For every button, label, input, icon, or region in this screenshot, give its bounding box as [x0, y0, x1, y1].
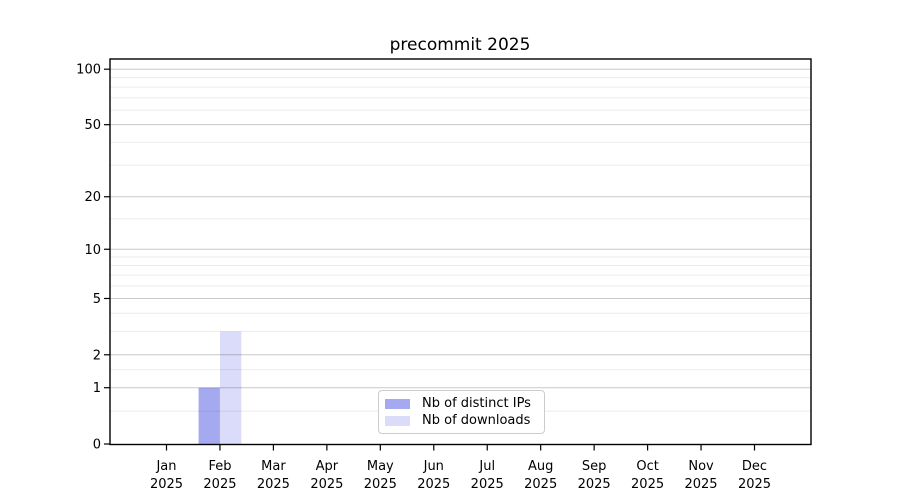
x-tick-label-year: 2025 — [684, 477, 717, 492]
legend-swatch-downloads — [385, 415, 410, 426]
x-tick-label-year: 2025 — [631, 477, 664, 492]
bar-feb-series0 — [198, 387, 220, 445]
axes-frame — [109, 58, 812, 446]
x-tick-label-year: 2025 — [417, 477, 450, 492]
x-tick-label-month: Dec — [742, 459, 767, 474]
y-tick-label: 2 — [93, 348, 101, 363]
legend-label-distinct-ips: Nb of distinct IPs — [422, 396, 531, 411]
y-tick-label: 5 — [93, 292, 101, 307]
x-tick-label-year: 2025 — [471, 477, 504, 492]
x-tick-label-year: 2025 — [524, 477, 557, 492]
x-tick-label-year: 2025 — [364, 477, 397, 492]
y-tick-label: 0 — [93, 438, 101, 453]
y-tick-label: 100 — [76, 63, 101, 78]
x-tick-label-year: 2025 — [738, 477, 771, 492]
x-tick-label-month: Apr — [316, 459, 339, 474]
x-tick-label-year: 2025 — [578, 477, 611, 492]
y-tick-label: 10 — [84, 243, 101, 258]
y-tick-label: 1 — [93, 381, 101, 396]
x-tick-label-year: 2025 — [150, 477, 183, 492]
x-tick-label-year: 2025 — [203, 477, 236, 492]
legend-item-downloads: Nb of downloads — [385, 412, 536, 429]
x-tick-label-year: 2025 — [257, 477, 290, 492]
x-tick-label-month: Sep — [582, 459, 607, 474]
x-tick-label-month: May — [367, 459, 394, 474]
chart-title: precommit 2025 — [389, 35, 531, 55]
x-tick-label-month: Aug — [528, 459, 553, 474]
legend-swatch-distinct-ips — [385, 398, 410, 409]
legend: Nb of distinct IPs Nb of downloads — [378, 390, 545, 434]
y-tick-label: 20 — [84, 190, 101, 205]
x-tick-label-month: Feb — [208, 459, 231, 474]
bar-feb-series1 — [219, 331, 242, 445]
x-tick-label-year: 2025 — [310, 477, 343, 492]
legend-item-distinct-ips: Nb of distinct IPs — [385, 395, 536, 412]
x-tick-label-month: Jan — [155, 459, 176, 474]
x-tick-label-month: Mar — [261, 459, 286, 474]
legend-label-downloads: Nb of downloads — [422, 413, 531, 428]
y-tick-label: 50 — [84, 118, 101, 133]
x-tick-label-month: Nov — [688, 459, 714, 474]
x-tick-label-month: Oct — [636, 459, 658, 474]
x-tick-label-month: Jun — [423, 459, 444, 474]
x-tick-label-month: Jul — [478, 459, 495, 474]
